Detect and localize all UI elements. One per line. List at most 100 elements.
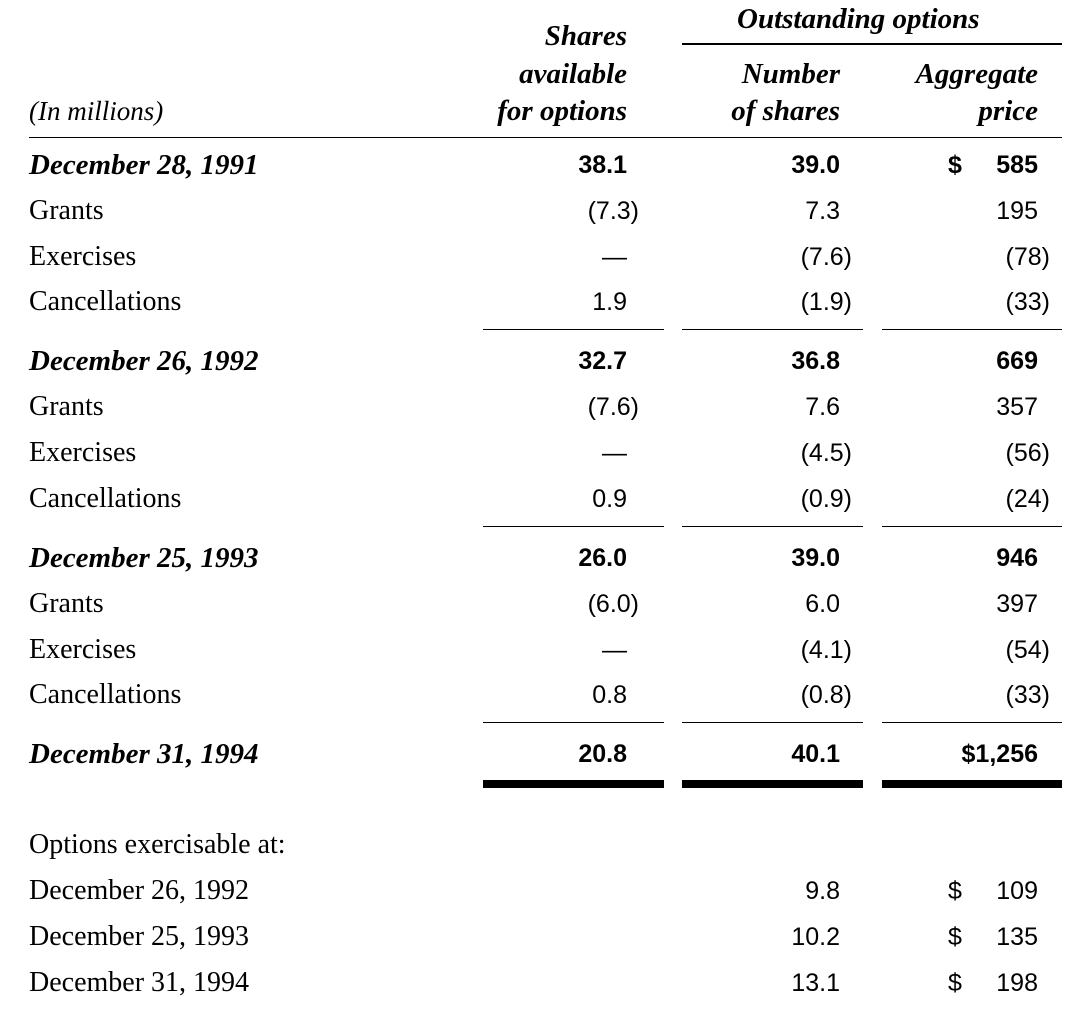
table-row: Exercises — (7.6) (78) [0, 234, 1075, 280]
number-of-shares-cell: 7.3 [805, 197, 840, 225]
shares-available-cell: (7.6) [587, 393, 639, 421]
table-row: December 25, 1993 26.0 39.0 946 [0, 535, 1075, 581]
shares-available-cell: 32.7 [578, 347, 627, 375]
row-label: Cancellations [29, 286, 182, 317]
number-of-shares-cell: 10.2 [791, 923, 840, 951]
number-of-shares-cell: (1.9) [800, 288, 852, 316]
total-rule [882, 780, 1062, 788]
shares-available-cell: — [602, 243, 627, 271]
table-row: Cancellations 0.9 (0.9) (24) [0, 476, 1075, 522]
header-number-line2: of shares [731, 95, 840, 127]
aggregate-price-cell: 397 [996, 590, 1038, 618]
dollar-sign: $ [948, 151, 962, 179]
number-of-shares-cell: 39.0 [791, 151, 840, 179]
row-label: December 26, 1992 [29, 345, 259, 377]
row-label: Grants [29, 391, 104, 422]
table-row: Grants (7.3) 7.3 195 [0, 188, 1075, 234]
shares-available-cell: 20.8 [578, 740, 627, 768]
dollar-sign: $ [948, 969, 962, 997]
header-group-title: Outstanding options [737, 3, 980, 35]
subtotal-rule [682, 329, 863, 330]
header-price-line2: price [978, 95, 1038, 127]
aggregate-price-cell: (33) [1005, 288, 1050, 316]
subtotal-rule [882, 329, 1062, 330]
table-row: December 28, 1991 38.1 39.0 $ 585 [0, 142, 1075, 188]
number-of-shares-cell: 39.0 [791, 544, 840, 572]
header-shares-line2: available [519, 58, 627, 90]
subtotal-rule [882, 526, 1062, 527]
aggregate-price-cell: (54) [1005, 636, 1050, 664]
dollar-sign: $ [948, 877, 962, 905]
aggregate-price-cell: (24) [1005, 485, 1050, 513]
exercisable-title: Options exercisable at: [29, 829, 286, 860]
row-label: December 28, 1991 [29, 149, 259, 181]
header-number-line1: Number [741, 58, 840, 90]
number-of-shares-cell: 13.1 [791, 969, 840, 997]
row-label: Exercises [29, 634, 137, 665]
exercisable-title-row: Options exercisable at: [0, 822, 1075, 868]
table-row: Cancellations 0.8 (0.8) (33) [0, 672, 1075, 718]
number-of-shares-cell: (0.9) [800, 485, 852, 513]
table-row: Exercises — (4.1) (54) [0, 627, 1075, 673]
shares-available-cell: 0.8 [592, 681, 627, 709]
shares-available-cell: — [602, 439, 627, 467]
number-of-shares-cell: (4.5) [800, 439, 852, 467]
row-label: December 26, 1992 [29, 875, 250, 906]
aggregate-price-cell: 135 [996, 923, 1038, 951]
units-label: (In millions) [29, 96, 164, 126]
subtotal-rule [483, 526, 664, 527]
row-label: December 25, 1993 [29, 921, 250, 952]
shares-available-cell: — [602, 636, 627, 664]
shares-available-cell: 38.1 [578, 151, 627, 179]
row-label: Grants [29, 195, 104, 226]
table-row: December 31, 1994 20.8 40.1 $1,256 [0, 731, 1075, 777]
number-of-shares-cell: 6.0 [805, 590, 840, 618]
aggregate-price-cell: 357 [996, 393, 1038, 421]
shares-available-cell: 1.9 [592, 288, 627, 316]
table-row: Cancellations 1.9 (1.9) (33) [0, 279, 1075, 325]
total-rule [483, 780, 664, 788]
table-row: December 26, 1992 32.7 36.8 669 [0, 338, 1075, 384]
row-label: Exercises [29, 437, 137, 468]
subtotal-rule [682, 722, 863, 723]
table-row: Exercises — (4.5) (56) [0, 430, 1075, 476]
number-of-shares-cell: 36.8 [791, 347, 840, 375]
row-label: Exercises [29, 241, 137, 272]
number-of-shares-cell: (7.6) [800, 243, 852, 271]
row-label: December 31, 1994 [29, 738, 259, 770]
number-of-shares-cell: 9.8 [805, 877, 840, 905]
row-label: Cancellations [29, 679, 182, 710]
total-rule [682, 780, 863, 788]
header-shares-line1: Shares [544, 20, 627, 52]
row-label: Cancellations [29, 483, 182, 514]
dollar-sign: $ [948, 923, 962, 951]
row-label: December 25, 1993 [29, 542, 259, 574]
header-rule [29, 137, 1062, 138]
number-of-shares-cell: (4.1) [800, 636, 852, 664]
exercisable-row: December 25, 1993 10.2 $ 135 [0, 914, 1075, 960]
shares-available-cell: 26.0 [578, 544, 627, 572]
header-price-line1: Aggregate [915, 58, 1038, 90]
row-label: December 31, 1994 [29, 967, 250, 998]
aggregate-price-cell: 109 [996, 877, 1038, 905]
exercisable-row: December 26, 1992 9.8 $ 109 [0, 868, 1075, 914]
aggregate-price-cell: (33) [1005, 681, 1050, 709]
aggregate-price-cell: $1,256 [961, 740, 1038, 768]
number-of-shares-cell: 40.1 [791, 740, 840, 768]
subtotal-rule [483, 329, 664, 330]
shares-available-cell: (6.0) [587, 590, 639, 618]
aggregate-price-cell: 195 [996, 197, 1038, 225]
header-group-rule [682, 43, 1062, 45]
aggregate-price-cell: 198 [996, 969, 1038, 997]
header-shares-line3: for options [497, 95, 627, 127]
row-label: Grants [29, 588, 104, 619]
aggregate-price-cell: (56) [1005, 439, 1050, 467]
table-row: Grants (6.0) 6.0 397 [0, 581, 1075, 627]
shares-available-cell: 0.9 [592, 485, 627, 513]
number-of-shares-cell: 7.6 [805, 393, 840, 421]
aggregate-price-cell: 946 [996, 544, 1038, 572]
table-row: Grants (7.6) 7.6 357 [0, 384, 1075, 430]
exercisable-row: December 31, 1994 13.1 $ 198 [0, 960, 1075, 1006]
subtotal-rule [882, 722, 1062, 723]
subtotal-rule [682, 526, 863, 527]
